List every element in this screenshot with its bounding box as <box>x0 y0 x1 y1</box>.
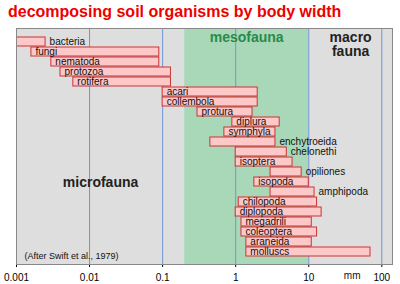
svg-text:molluscs: molluscs <box>250 246 289 257</box>
svg-text:rotifera: rotifera <box>77 76 109 87</box>
svg-text:enchytroeida: enchytroeida <box>279 136 337 148</box>
svg-text:coleoptera: coleoptera <box>245 226 293 238</box>
svg-text:0.001: 0.001 <box>4 272 29 283</box>
svg-text:collembola: collembola <box>166 96 215 108</box>
svg-text:bacteria: bacteria <box>50 36 86 47</box>
svg-text:macrofauna: macrofauna <box>330 29 372 59</box>
svg-text:araneida: araneida <box>250 236 290 248</box>
svg-text:1: 1 <box>233 272 239 283</box>
svg-text:symphyla: symphyla <box>228 126 271 137</box>
svg-text:acari: acari <box>166 86 189 98</box>
svg-text:opiliones: opiliones <box>306 166 345 177</box>
svg-text:0.01: 0.01 <box>80 272 100 283</box>
svg-text:10: 10 <box>303 272 315 283</box>
svg-text:100: 100 <box>373 272 390 283</box>
svg-text:0.1: 0.1 <box>156 272 170 283</box>
svg-text:isoptera: isoptera <box>240 156 276 167</box>
svg-text:nematoda: nematoda <box>55 56 100 68</box>
svg-text:chelonethi: chelonethi <box>291 146 337 157</box>
svg-text:fungi: fungi <box>35 46 57 57</box>
svg-text:megadrili: megadrili <box>245 216 287 228</box>
html-text:decomposing soil organisms by: decomposing soil organisms by body width <box>8 3 342 20</box>
svg-text:isopoda: isopoda <box>258 176 293 187</box>
svg-text:protozoa: protozoa <box>64 66 104 78</box>
svg-text:amphipoda: amphipoda <box>319 186 369 197</box>
svg-text:protura: protura <box>201 106 233 117</box>
svg-text:diplopoda: diplopoda <box>239 206 284 218</box>
svg-text:microfauna: microfauna <box>63 174 139 190</box>
svg-text:chilopoda: chilopoda <box>242 196 286 208</box>
svg-text:mm: mm <box>344 270 361 281</box>
svg-text:diplura: diplura <box>236 116 267 128</box>
svg-text:(After Swift et al., 1979): (After Swift et al., 1979) <box>25 251 119 261</box>
svg-text:mesofauna: mesofauna <box>210 29 284 45</box>
